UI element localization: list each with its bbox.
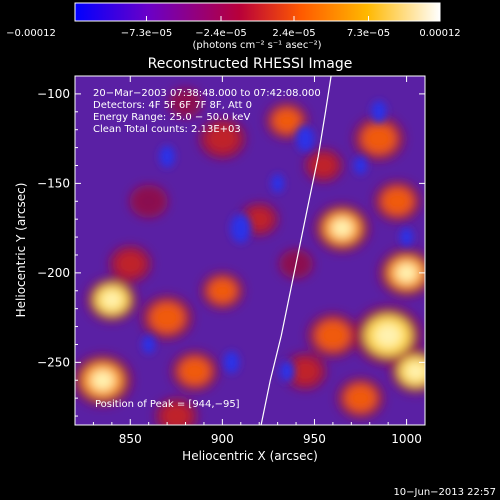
emission-blob (161, 403, 192, 425)
negative-spot (230, 213, 252, 243)
solar-limb-curve (260, 76, 332, 425)
emission-blob (344, 383, 377, 413)
colorbar-tick-label: −7.3e−05 (121, 28, 173, 39)
y-axis-label: Heliocentric Y (arcsec) (14, 183, 28, 318)
chart-title: Reconstructed RHESSI Image (148, 56, 353, 72)
emission-blob (381, 187, 414, 216)
negative-spot (371, 100, 387, 123)
emission-blob (245, 207, 273, 231)
x-tick-label: 850 (119, 432, 142, 446)
colorbar-tick-label: 0.00012 (419, 28, 460, 39)
negative-spot (400, 227, 414, 247)
annotation-line: Clean Total counts: 2.13E+03 (93, 124, 241, 135)
negative-layer (142, 100, 414, 383)
emission-blob (206, 124, 239, 153)
colorbar: −0.00012 −7.3e−05 −2.4e−05 2.4e−05 7.3e−05 0.… (6, 2, 461, 51)
x-tick-label: 1000 (391, 432, 422, 446)
negative-spot (142, 335, 156, 354)
colorbar-tick-label: −0.00012 (6, 28, 56, 39)
annotation-block: 20−Mar−2003 07:38:48.000 to 07:42:08.000… (93, 88, 321, 135)
footer-date: 10−Jun−2013 22:57 (393, 487, 496, 498)
y-tick-label: −150 (37, 176, 70, 190)
emission-blob-core (405, 362, 425, 381)
emission-blob-core (91, 369, 115, 391)
emission-blob-core (395, 263, 418, 283)
emission-blob-core (331, 218, 353, 238)
annotation-line: Detectors: 4F 5F 6F 7F 8F, Att 0 (93, 100, 252, 111)
colorbar-gradient (74, 2, 441, 22)
negative-spot (159, 145, 175, 168)
plot-area (75, 76, 425, 425)
y-tick-label: −100 (37, 87, 70, 101)
y-tick-label: −250 (37, 355, 70, 369)
emission-blob (135, 189, 162, 213)
colorbar-tick-label: 7.3e−05 (347, 28, 390, 39)
x-tick-label: 950 (303, 432, 326, 446)
emission-blob (315, 320, 351, 351)
emission-blob (290, 358, 320, 385)
annotation-line: Energy Range: 25.0 − 50.0 keV (93, 112, 250, 123)
emission-blob (272, 107, 302, 134)
peak-position-label: Position of Peak = [944,−95] (95, 399, 240, 410)
emission-blob (115, 251, 145, 277)
colorbar-ticks: −0.00012 −7.3e−05 −2.4e−05 2.4e−05 7.3e−05 0.… (6, 16, 461, 39)
x-axis: 850 900 950 1000 (92, 76, 422, 446)
colorbar-unit-label: (photons cm⁻² s⁻¹ asec⁻²) (192, 40, 321, 51)
emission-blob (361, 123, 397, 155)
y-tick-label: −200 (37, 266, 70, 280)
annotation-line: 20−Mar−2003 07:38:48.000 to 07:42:08.000 (93, 88, 321, 99)
emission-blob (173, 92, 198, 114)
emission-blob (207, 277, 238, 304)
emission-blob-core (374, 323, 402, 348)
colorbar-tick-label: −2.4e−05 (195, 28, 247, 39)
negative-spot (223, 351, 240, 374)
emission-blob (178, 357, 211, 386)
plot-frame (74, 75, 426, 426)
negative-spot (271, 174, 285, 193)
x-tick-label: 900 (211, 432, 234, 446)
y-axis: −100 −150 −200 −250 (37, 75, 425, 417)
emission-layer (75, 88, 425, 425)
colorbar-tick-label: 2.4e−05 (272, 28, 315, 39)
emission-blob (149, 302, 185, 334)
emission-blob-core (101, 290, 122, 309)
negative-spot (279, 360, 295, 383)
negative-spot (296, 125, 315, 152)
negative-spot (354, 156, 367, 175)
x-axis-label: Heliocentric X (arcsec) (182, 449, 318, 463)
